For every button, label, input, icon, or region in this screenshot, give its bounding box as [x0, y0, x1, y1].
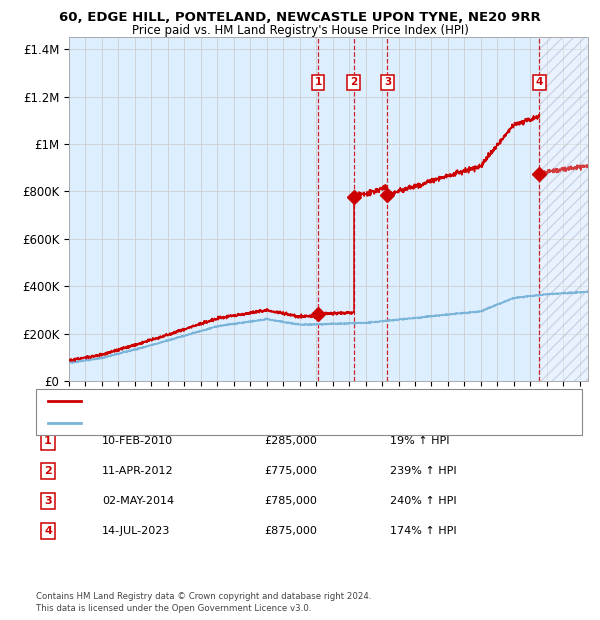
Text: £785,000: £785,000: [264, 496, 317, 506]
Text: This data is licensed under the Open Government Licence v3.0.: This data is licensed under the Open Gov…: [36, 603, 311, 613]
Text: 1: 1: [314, 78, 322, 87]
Text: 1: 1: [44, 436, 52, 446]
Text: 2: 2: [44, 466, 52, 476]
Text: 240% ↑ HPI: 240% ↑ HPI: [390, 496, 457, 506]
Text: 174% ↑ HPI: 174% ↑ HPI: [390, 526, 457, 536]
Text: 60, EDGE HILL, PONTELAND, NEWCASTLE UPON TYNE, NE20 9RR (detached house): 60, EDGE HILL, PONTELAND, NEWCASTLE UPON…: [87, 396, 501, 406]
Text: 11-APR-2012: 11-APR-2012: [102, 466, 173, 476]
Text: 19% ↑ HPI: 19% ↑ HPI: [390, 436, 449, 446]
Text: Contains HM Land Registry data © Crown copyright and database right 2024.: Contains HM Land Registry data © Crown c…: [36, 592, 371, 601]
Text: £285,000: £285,000: [264, 436, 317, 446]
Text: 02-MAY-2014: 02-MAY-2014: [102, 496, 174, 506]
Bar: [539, 37, 588, 381]
Text: Price paid vs. HM Land Registry's House Price Index (HPI): Price paid vs. HM Land Registry's House …: [131, 24, 469, 37]
Text: HPI: Average price, detached house, Northumberland: HPI: Average price, detached house, Nort…: [87, 418, 353, 428]
Text: 14-JUL-2023: 14-JUL-2023: [102, 526, 170, 536]
Text: 60, EDGE HILL, PONTELAND, NEWCASTLE UPON TYNE, NE20 9RR: 60, EDGE HILL, PONTELAND, NEWCASTLE UPON…: [59, 11, 541, 24]
Text: 10-FEB-2010: 10-FEB-2010: [102, 436, 173, 446]
Text: 3: 3: [44, 496, 52, 506]
Text: 4: 4: [44, 526, 52, 536]
Text: £775,000: £775,000: [264, 466, 317, 476]
Text: 4: 4: [536, 78, 543, 87]
Text: £875,000: £875,000: [264, 526, 317, 536]
Text: 3: 3: [384, 78, 391, 87]
Text: 2: 2: [350, 78, 358, 87]
Text: 239% ↑ HPI: 239% ↑ HPI: [390, 466, 457, 476]
